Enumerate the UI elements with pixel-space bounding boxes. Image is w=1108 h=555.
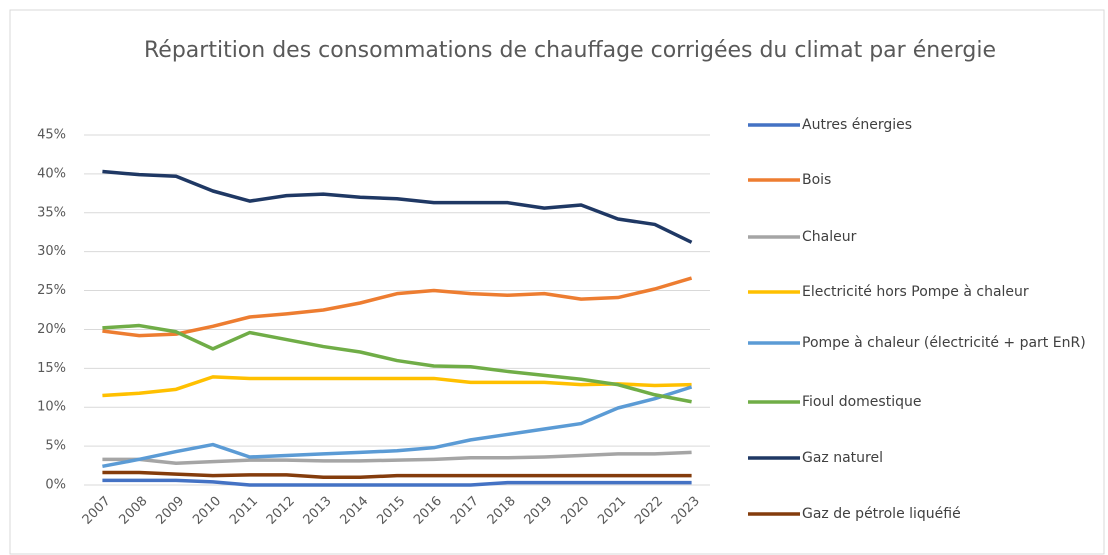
series-line	[102, 385, 693, 469]
series-line	[102, 169, 693, 244]
legend-label: Bois	[802, 172, 832, 188]
y-tick-label: 30%	[37, 244, 66, 259]
chart-title: Répartition des consommations de chauffa…	[144, 38, 996, 63]
legend-label: Electricité hors Pompe à chaleur	[802, 284, 1029, 300]
y-tick-label: 0%	[45, 478, 66, 493]
legend-label: Autres énergies	[802, 117, 913, 133]
series-line	[102, 478, 692, 487]
y-tick-label: 25%	[37, 283, 66, 298]
series-line	[102, 323, 692, 404]
series-line	[102, 450, 692, 465]
legend-label: Gaz naturel	[802, 450, 883, 466]
series-line	[102, 375, 692, 398]
series-line	[102, 470, 692, 479]
y-tick-label: 40%	[37, 166, 66, 181]
legend-label: Gaz de pétrole liquéfié	[802, 506, 961, 522]
series-line	[102, 276, 693, 338]
y-tick-label: 10%	[37, 400, 66, 415]
y-tick-label: 5%	[45, 439, 66, 454]
y-tick-label: 45%	[37, 128, 66, 143]
y-tick-label: 15%	[37, 361, 66, 376]
y-tick-label: 20%	[37, 322, 66, 337]
y-tick-label: 35%	[37, 205, 66, 220]
legend-label: Fioul domestique	[802, 394, 922, 410]
legend-label: Chaleur	[802, 229, 857, 245]
legend-label: Pompe à chaleur (électricité + part EnR)	[802, 335, 1086, 351]
